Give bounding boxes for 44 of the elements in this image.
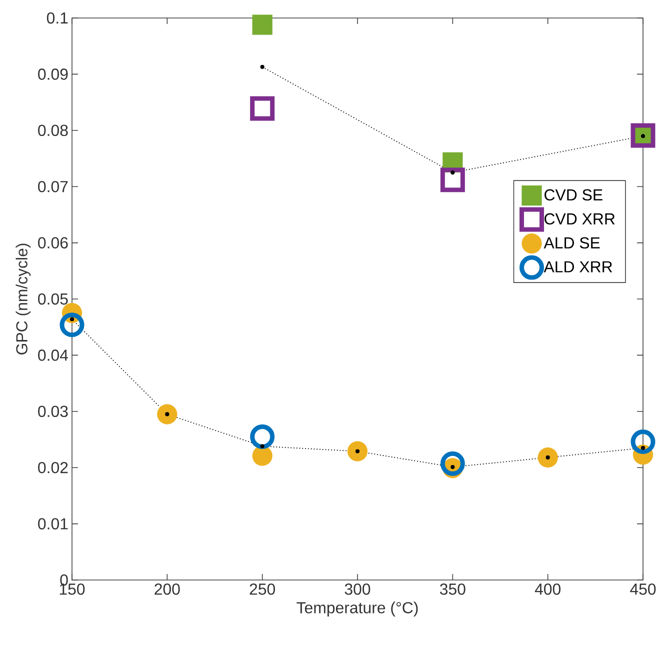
x-tick-label: 450 bbox=[630, 584, 656, 595]
x-tick-label: 350 bbox=[440, 584, 466, 595]
point bbox=[260, 444, 264, 448]
point bbox=[440, 451, 465, 476]
point bbox=[260, 64, 264, 69]
x-tick-label: 200 bbox=[154, 584, 180, 595]
legend-label: ALD XRR bbox=[544, 261, 612, 272]
point bbox=[250, 424, 275, 449]
point bbox=[165, 412, 170, 416]
x-tick-label: 300 bbox=[344, 584, 370, 595]
legend-label: ALD SE bbox=[544, 237, 600, 249]
y-tick-label: 0.02 bbox=[38, 462, 68, 474]
x-tick-label: 250 bbox=[250, 584, 275, 595]
point bbox=[157, 404, 178, 424]
point bbox=[250, 96, 275, 121]
point bbox=[450, 170, 455, 175]
point bbox=[252, 14, 272, 35]
y-tick-label: 0.04 bbox=[38, 350, 68, 361]
point bbox=[538, 447, 558, 468]
point bbox=[630, 429, 656, 454]
y-tick-label: 0.07 bbox=[38, 180, 68, 192]
y-tick-label: 0.06 bbox=[38, 237, 68, 248]
y-tick-label: 0.01 bbox=[38, 518, 68, 530]
legend-label: CVD XRR bbox=[544, 213, 615, 225]
y-tick-label: 0.08 bbox=[38, 124, 68, 136]
y-tick-label: 0.05 bbox=[38, 293, 68, 305]
point bbox=[252, 446, 272, 466]
y-tick-label: 0.1 bbox=[46, 12, 68, 24]
point bbox=[347, 441, 368, 462]
x-tick-label: 400 bbox=[534, 584, 560, 595]
point bbox=[355, 449, 360, 454]
y-tick-label: 0.03 bbox=[38, 406, 68, 418]
x-axis-title: Temperature (°C) bbox=[296, 602, 418, 617]
x-tick-label: 150 bbox=[60, 584, 85, 595]
legend-label: CVD SE bbox=[544, 189, 602, 201]
y-axis-title: GPC (nm/cycle) bbox=[16, 244, 31, 354]
point bbox=[450, 464, 455, 470]
point bbox=[440, 168, 465, 192]
y-tick-label: 0.09 bbox=[38, 68, 68, 80]
point bbox=[546, 455, 550, 460]
point bbox=[60, 312, 84, 338]
point bbox=[640, 446, 646, 450]
point bbox=[640, 134, 646, 138]
point bbox=[70, 317, 74, 322]
